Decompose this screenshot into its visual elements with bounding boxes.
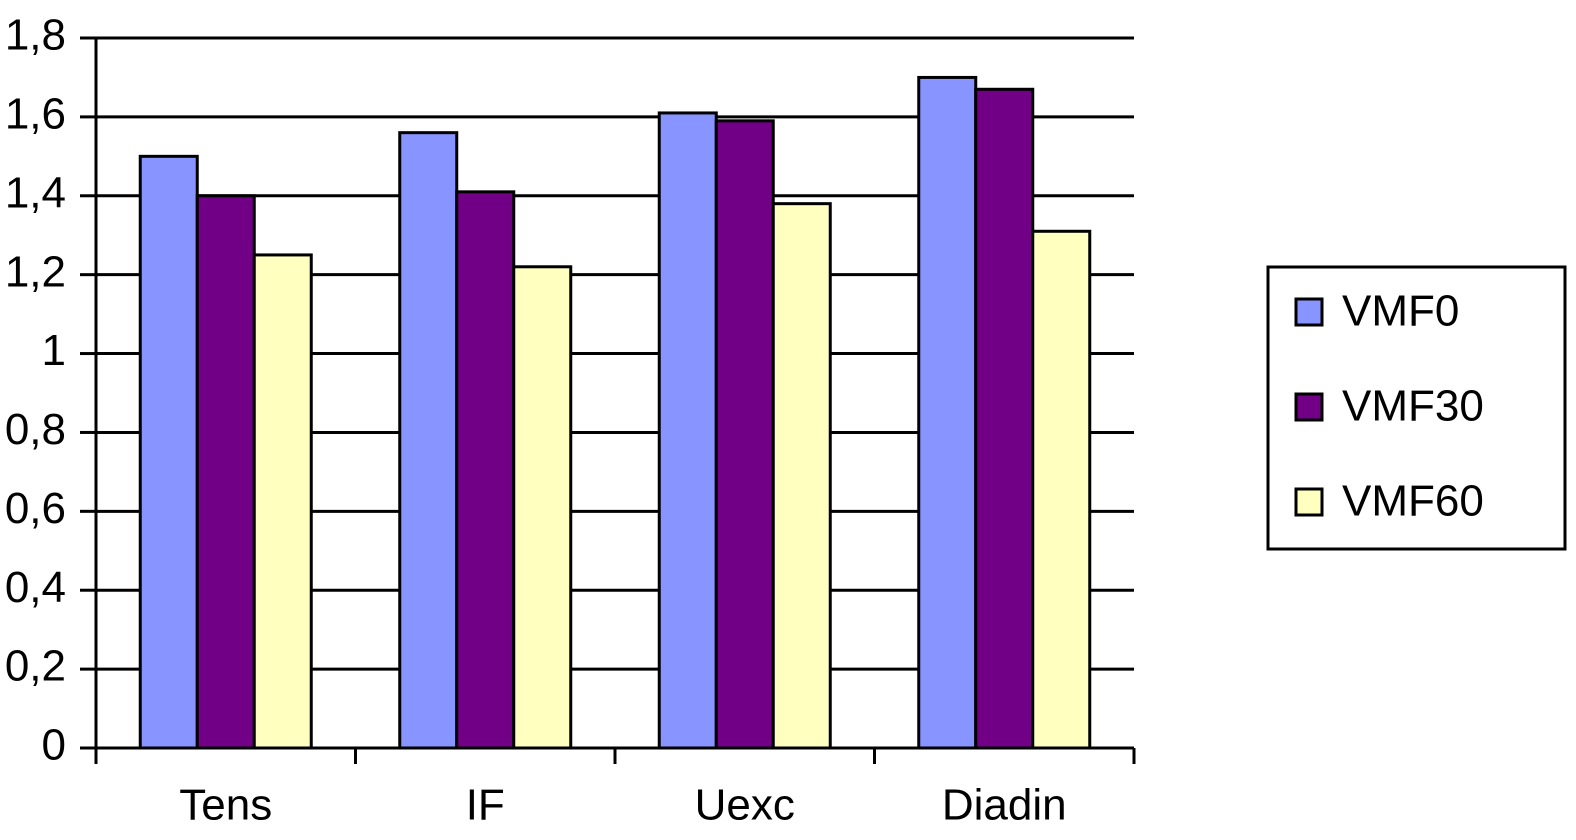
y-tick-label: 0,2 xyxy=(5,642,66,691)
bar xyxy=(455,190,516,750)
legend-label: VMF60 xyxy=(1342,477,1484,526)
y-tick-label: 1,8 xyxy=(5,11,66,60)
legend-swatch xyxy=(1294,297,1324,327)
y-tick-label: 0,6 xyxy=(5,484,66,533)
bar xyxy=(512,265,573,750)
y-tick-label: 0 xyxy=(42,721,66,770)
y-tick-label: 0,8 xyxy=(5,405,66,454)
bar xyxy=(771,202,832,750)
x-tick-label: Tens xyxy=(179,781,272,830)
bar xyxy=(974,87,1035,750)
bar xyxy=(657,111,718,750)
y-tick-label: 1,6 xyxy=(5,90,66,139)
legend-label: VMF30 xyxy=(1342,382,1484,431)
bar xyxy=(917,75,978,750)
bar xyxy=(398,131,459,750)
legend-swatch xyxy=(1294,392,1324,422)
x-tick-label: IF xyxy=(466,781,505,830)
y-tick-label: 0,4 xyxy=(5,563,66,612)
bar xyxy=(252,253,313,750)
x-tick-label: Uexc xyxy=(695,781,795,830)
legend-swatch xyxy=(1294,487,1324,517)
y-tick-label: 1,4 xyxy=(5,168,66,217)
legend-label: VMF0 xyxy=(1342,287,1459,336)
bar xyxy=(714,119,775,750)
bar xyxy=(195,194,256,750)
y-tick-label: 1 xyxy=(42,326,66,375)
bar xyxy=(1031,229,1092,750)
x-tick-label: Diadin xyxy=(942,781,1067,830)
bar xyxy=(138,154,199,750)
y-tick-label: 1,2 xyxy=(5,247,66,296)
